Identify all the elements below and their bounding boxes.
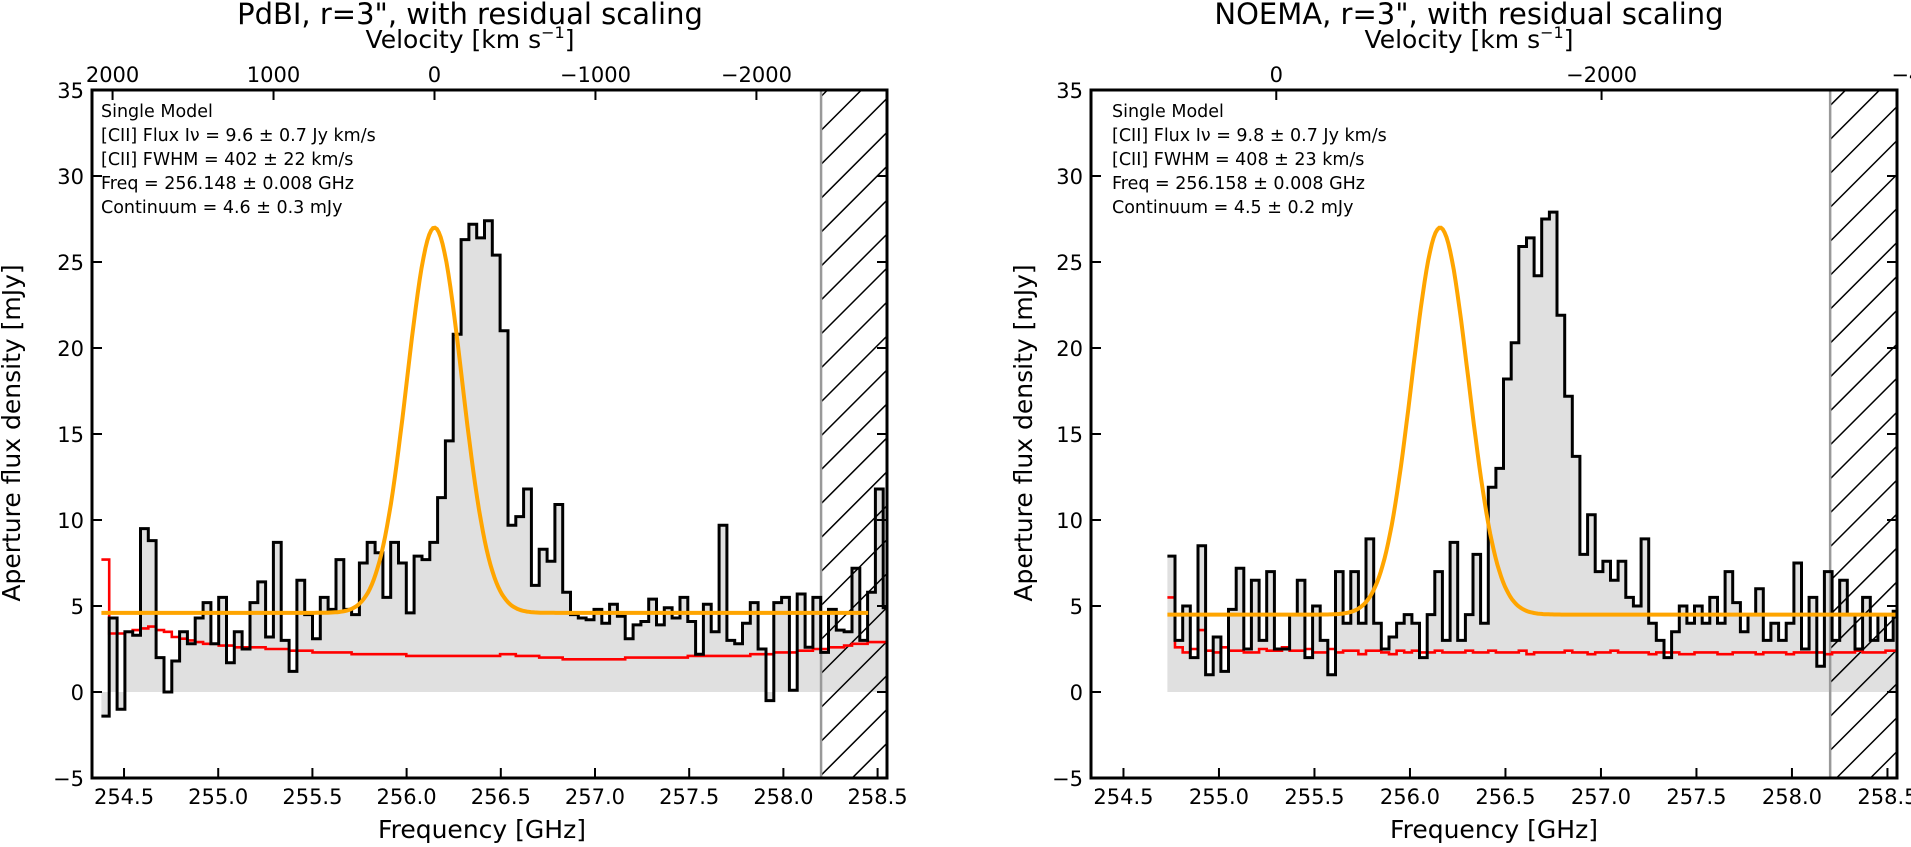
top-axis-label: Velocity [km s−1] <box>366 23 575 54</box>
annotation-box: Single Model [CII] Flux Iν = 9.8 ± 0.7 J… <box>1112 102 1387 218</box>
plot-area <box>1167 90 1897 778</box>
y-tick-label: 15 <box>57 423 84 447</box>
y-tick-label: 5 <box>71 595 84 619</box>
x-tick-label: 255.0 <box>1189 785 1249 809</box>
axis-ticks: 254.5 255.0 255.5 256.0 256.5 257.0 257.5 258.0… <box>53 63 908 809</box>
top-x-tick-label: −2000 <box>1566 63 1637 87</box>
top-axis-label-end: ] <box>1564 25 1574 54</box>
x-tick-label: 255.0 <box>188 785 248 809</box>
chart-title: NOEMA, r=3", with residual scaling <box>1214 0 1723 31</box>
y-tick-label: 35 <box>1056 79 1083 103</box>
x-tick-label: 255.5 <box>282 785 342 809</box>
annotation-fwhm: [CII] FWHM = 402 ± 22 km/s <box>101 150 353 170</box>
y-tick-label: −5 <box>53 767 84 791</box>
annotation-freq: Freq = 256.148 ± 0.008 GHz <box>101 174 354 194</box>
top-axis-label: Velocity [km s−1] <box>1365 23 1574 54</box>
annotation-fwhm: [CII] FWHM = 408 ± 23 km/s <box>1112 150 1364 170</box>
top-axis-label-text: Velocity [km s <box>366 25 542 54</box>
annotation-model: Single Model <box>101 102 213 122</box>
x-tick-label: 257.0 <box>565 785 625 809</box>
y-tick-label: 20 <box>1056 337 1083 361</box>
y-tick-label: 25 <box>1056 251 1083 275</box>
panel-pdbi: PdBI, r=3", with residual scaling Veloci… <box>0 0 908 844</box>
y-tick-label: 10 <box>57 509 84 533</box>
top-x-tick-label: 0 <box>1270 63 1283 87</box>
x-tick-label: 257.0 <box>1571 785 1631 809</box>
top-axis-label-exponent: −1 <box>541 23 565 42</box>
top-x-tick-label: −4000 <box>1891 63 1911 87</box>
plot-area <box>101 90 887 778</box>
y-tick-label: 30 <box>1056 165 1083 189</box>
x-axis-label: Frequency [GHz] <box>1390 815 1598 843</box>
y-axis-label: Aperture flux density [mJy] <box>0 264 26 601</box>
top-x-tick-label: −1000 <box>560 63 631 87</box>
top-x-tick-label: 2000 <box>86 63 139 87</box>
annotation-continuum: Continuum = 4.5 ± 0.2 mJy <box>1112 198 1353 218</box>
model-fit-line <box>101 225 869 615</box>
spectrum-line <box>101 219 887 718</box>
x-axis-label: Frequency [GHz] <box>378 815 586 843</box>
y-tick-label: 0 <box>1070 681 1083 705</box>
top-axis-label-text: Velocity [km s <box>1365 25 1541 54</box>
panel-noema: NOEMA, r=3", with residual scaling Veloc… <box>1009 0 1911 844</box>
annotation-flux: [CII] Flux Iν = 9.6 ± 0.7 Jy km/s <box>101 126 376 146</box>
y-tick-label: 5 <box>1070 595 1083 619</box>
y-tick-label: 10 <box>1056 509 1083 533</box>
x-tick-label: 258.0 <box>753 785 813 809</box>
annotation-model: Single Model <box>1112 102 1224 122</box>
top-axis-label-end: ] <box>565 25 575 54</box>
y-axis-label: Aperture flux density [mJy] <box>1009 264 1038 601</box>
top-x-tick-label: 0 <box>428 63 441 87</box>
top-x-tick-label: −2000 <box>721 63 792 87</box>
x-tick-label: 255.5 <box>1284 785 1344 809</box>
spectrum-fill <box>1167 212 1897 692</box>
annotation-box: Single Model [CII] Flux Iν = 9.6 ± 0.7 J… <box>101 102 376 218</box>
plot-frame <box>90 88 889 780</box>
x-tick-label: 258.5 <box>1857 785 1911 809</box>
y-tick-label: −5 <box>1052 767 1083 791</box>
top-axis-label-exponent: −1 <box>1540 23 1564 42</box>
x-tick-label: 257.5 <box>659 785 719 809</box>
x-tick-label: 256.5 <box>471 785 531 809</box>
x-tick-label: 254.5 <box>94 785 154 809</box>
x-tick-label: 256.0 <box>377 785 437 809</box>
masked-region <box>821 90 887 778</box>
annotation-flux: [CII] Flux Iν = 9.8 ± 0.7 Jy km/s <box>1112 126 1387 146</box>
plot-frame <box>1089 88 1899 780</box>
annotation-continuum: Continuum = 4.6 ± 0.3 mJy <box>101 198 342 218</box>
x-tick-label: 258.5 <box>848 785 908 809</box>
annotation-freq: Freq = 256.158 ± 0.008 GHz <box>1112 174 1365 194</box>
y-tick-label: 25 <box>57 251 84 275</box>
y-tick-label: 0 <box>71 681 84 705</box>
masked-region <box>1830 90 1897 778</box>
y-tick-label: 35 <box>57 79 84 103</box>
y-tick-label: 15 <box>1056 423 1083 447</box>
x-tick-label: 258.0 <box>1762 785 1822 809</box>
x-tick-label: 254.5 <box>1093 785 1153 809</box>
axis-ticks: 254.5 255.0 255.5 256.0 256.5 257.0 257.5 258.0… <box>1052 63 1911 809</box>
noise-line <box>1167 596 1897 656</box>
y-tick-label: 20 <box>57 337 84 361</box>
y-tick-label: 30 <box>57 165 84 189</box>
model-fit-line <box>1167 225 1897 617</box>
top-x-tick-label: 1000 <box>247 63 300 87</box>
x-tick-label: 256.0 <box>1380 785 1440 809</box>
x-tick-label: 256.5 <box>1475 785 1535 809</box>
x-tick-label: 257.5 <box>1666 785 1726 809</box>
chart-title: PdBI, r=3", with residual scaling <box>237 0 703 31</box>
